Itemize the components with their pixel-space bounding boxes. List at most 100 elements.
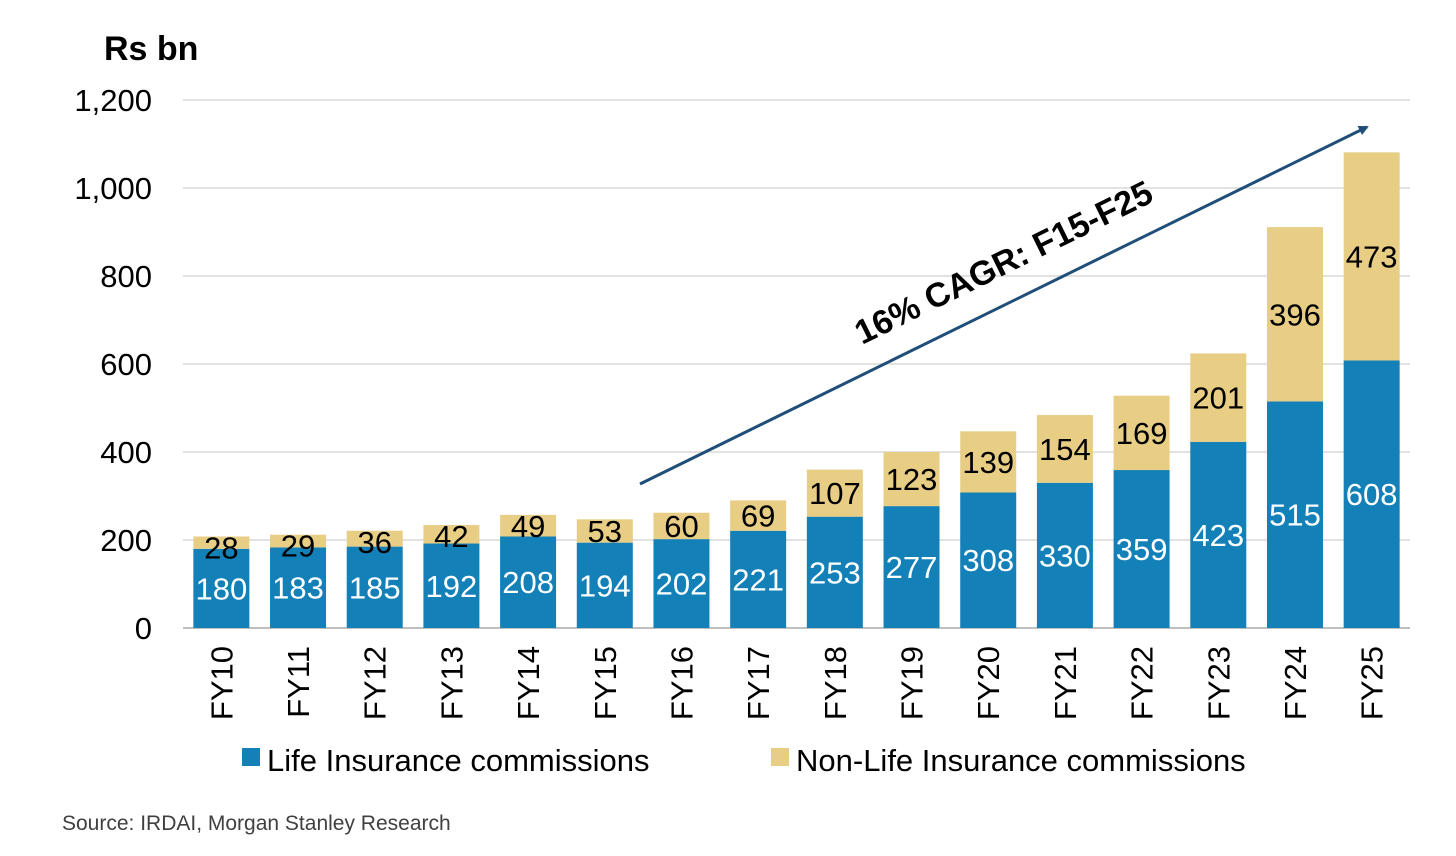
bar-life <box>1113 470 1170 628</box>
x-tick-label: FY12 <box>358 646 393 720</box>
data-label: 123 <box>886 462 938 497</box>
data-label: 180 <box>195 571 247 606</box>
y-tick-label: 1,000 <box>74 171 152 206</box>
bar-nonlife <box>730 500 787 531</box>
x-tick-label: FY16 <box>664 646 699 720</box>
cagr-annotation: 16% CAGR: F15-F25 <box>639 125 1369 486</box>
bar-nonlife <box>346 530 403 547</box>
bar-nonlife <box>193 536 250 549</box>
legend-swatch <box>242 748 260 766</box>
bar-nonlife <box>960 431 1017 493</box>
cagr-label: 16% CAGR: F15-F25 <box>849 174 1159 352</box>
legend-label: Life Insurance commissions <box>267 743 650 778</box>
bar-nonlife <box>1266 227 1323 402</box>
data-label: 42 <box>434 519 468 554</box>
x-tick-label: FY19 <box>895 646 930 720</box>
bar-life <box>1343 360 1400 628</box>
data-label: 608 <box>1346 477 1398 512</box>
bar-nonlife <box>653 512 710 540</box>
bar-life <box>423 543 480 628</box>
y-axis-ticks: 0 200 400 600 800 1,000 1,200 <box>74 83 152 646</box>
bar-life <box>1190 441 1247 628</box>
bar-life <box>730 530 787 628</box>
bar-life <box>806 516 863 628</box>
x-tick-label: FY14 <box>511 646 546 720</box>
y-tick-label: 1,200 <box>74 83 152 118</box>
data-label: 359 <box>1116 532 1168 567</box>
data-label: 308 <box>962 543 1014 578</box>
x-tick-label: FY15 <box>588 646 623 720</box>
data-label: 515 <box>1269 498 1321 533</box>
bar-life <box>1036 482 1093 628</box>
bar-nonlife <box>883 452 940 507</box>
bar-life <box>1266 401 1323 628</box>
data-label: 192 <box>426 569 478 604</box>
data-label: 253 <box>809 555 861 590</box>
data-label: 330 <box>1039 538 1091 573</box>
data-label: 169 <box>1116 416 1168 451</box>
data-label: 49 <box>511 509 545 544</box>
bar-nonlife <box>1343 152 1400 361</box>
bar-life <box>270 547 327 628</box>
data-label: 185 <box>349 570 401 605</box>
data-label: 194 <box>579 568 631 603</box>
x-tick-label: FY25 <box>1355 646 1390 720</box>
data-label: 201 <box>1192 381 1244 416</box>
bar-nonlife <box>500 514 557 537</box>
x-tick-label: FY21 <box>1048 646 1083 720</box>
bar-life <box>500 536 557 628</box>
data-label: 139 <box>962 445 1014 480</box>
data-label: 29 <box>281 529 315 564</box>
legend: Life Insurance commissions Non-Life Insur… <box>242 743 1246 778</box>
y-tick-label: 600 <box>100 347 152 382</box>
data-label: 60 <box>664 509 698 544</box>
x-tick-label: FY18 <box>818 646 853 720</box>
x-tick-label: FY17 <box>741 646 776 720</box>
bar-nonlife <box>806 469 863 517</box>
x-tick-label: FY20 <box>971 646 1006 720</box>
data-label: 202 <box>656 567 708 602</box>
x-tick-label: FY24 <box>1278 646 1313 720</box>
y-tick-label: 200 <box>100 523 152 558</box>
data-label: 396 <box>1269 297 1321 332</box>
x-tick-label: FY10 <box>204 646 239 720</box>
bar-nonlife <box>576 519 633 543</box>
data-label: 183 <box>272 571 324 606</box>
bar-nonlife <box>1190 353 1247 442</box>
y-tick-label: 400 <box>100 435 152 470</box>
bar-life <box>883 506 940 628</box>
bar-nonlife <box>1036 415 1093 483</box>
data-label: 473 <box>1346 239 1398 274</box>
legend-swatch <box>771 748 789 766</box>
y-axis-title: Rs bn <box>104 30 198 68</box>
cagr-arrow <box>639 125 1369 486</box>
x-axis-ticks: FY10 FY11 FY12 FY13 FY14 FY15 FY16 FY17 FY18 FY19… <box>204 646 1389 720</box>
bar-life <box>193 548 250 628</box>
data-label: 154 <box>1039 432 1091 467</box>
bar-life <box>576 542 633 628</box>
bar-nonlife <box>423 525 480 544</box>
bar-life <box>960 492 1017 628</box>
x-tick-label: FY22 <box>1125 646 1160 720</box>
data-label: 221 <box>732 562 784 597</box>
data-label: 28 <box>204 530 238 565</box>
bar-life <box>653 539 710 628</box>
bar-life <box>346 546 403 628</box>
data-label: 36 <box>357 525 391 560</box>
x-tick-label: FY23 <box>1201 646 1236 720</box>
data-label: 423 <box>1192 518 1244 553</box>
y-tick-label: 800 <box>100 259 152 294</box>
data-label: 53 <box>588 514 622 549</box>
data-label: 107 <box>809 476 861 511</box>
y-tick-label: 0 <box>135 611 152 646</box>
data-label: 277 <box>886 550 938 585</box>
data-label: 69 <box>741 499 775 534</box>
bar-nonlife <box>1113 395 1170 471</box>
bar-nonlife <box>270 534 327 548</box>
legend-label: Non-Life Insurance commissions <box>796 743 1246 778</box>
source-note: Source: IRDAI, Morgan Stanley Research <box>62 812 451 835</box>
bars: 180 28 183 29 185 36 192 42 208 49 194 53 202 60 221 69… <box>193 152 1400 628</box>
x-tick-label: FY13 <box>434 646 469 720</box>
x-tick-label: FY11 <box>281 646 316 718</box>
